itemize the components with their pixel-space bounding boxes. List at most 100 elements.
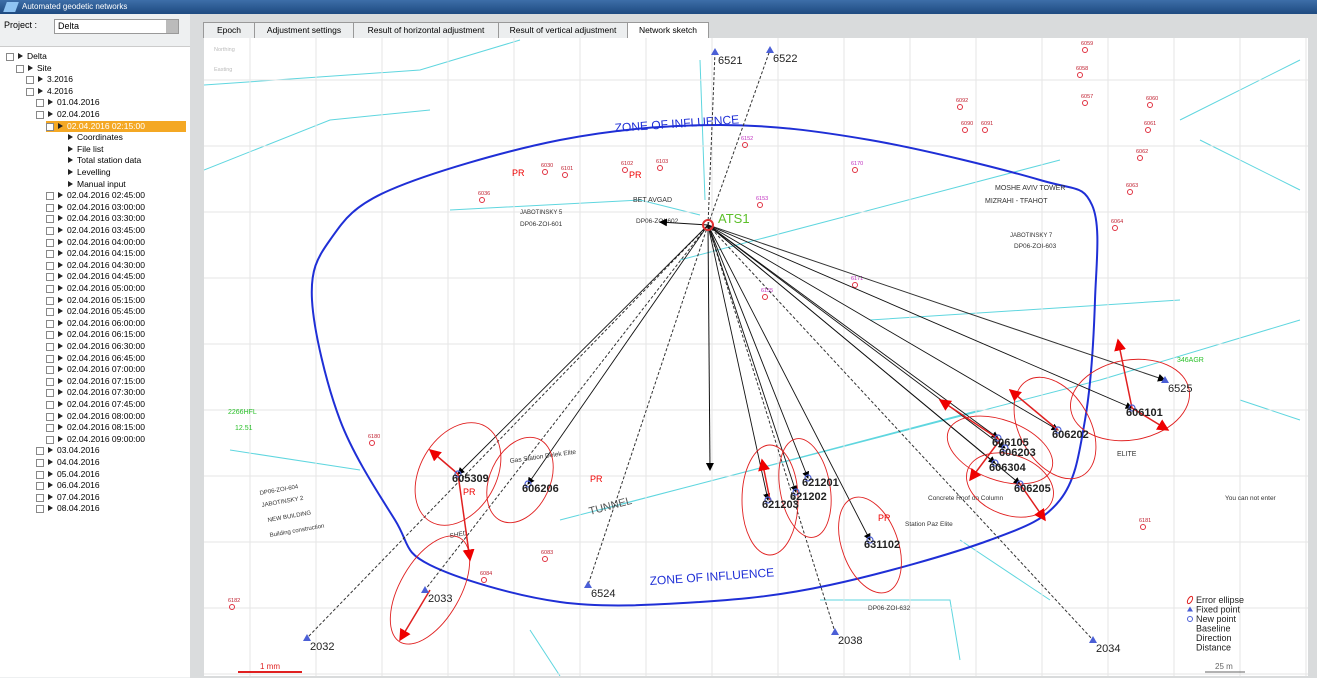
tree-node[interactable]: 04.04.2016 [48,457,100,467]
tree-item[interactable]: 02.04.2016 09:00:00 [46,434,133,445]
tree-node[interactable]: 02.04.2016 04:15:00 [58,248,145,258]
tree-toggle[interactable] [6,53,14,61]
tree-label[interactable]: 02.04.2016 [57,109,100,119]
tree-node[interactable]: 03.04.2016 [48,445,100,455]
tab[interactable]: Epoch [203,22,255,38]
tree-toggle[interactable] [46,215,54,223]
tree-label[interactable]: 02.04.2016 06:15:00 [67,329,145,339]
tree-node[interactable]: Manual input [68,179,126,189]
tree-toggle[interactable] [46,389,54,397]
tree-item[interactable]: 02.04.2016 06:30:00 [46,341,133,352]
tree-item[interactable]: 02.04.2016 07:30:00 [46,387,133,398]
tree-item[interactable]: 02.04.2016 05:15:00 [46,295,133,306]
tree-label[interactable]: 02.04.2016 06:00:00 [67,318,145,328]
tree-label[interactable]: Manual input [77,179,126,189]
tree-item[interactable]: 02.04.2016 07:15:00 [46,376,133,387]
tree-item[interactable]: 3.2016 [26,74,61,85]
tree-label[interactable]: Coordinates [77,132,123,142]
tree-item[interactable]: 02.04.2016 04:45:00 [46,271,133,282]
tree-label[interactable]: 02.04.2016 04:00:00 [67,237,145,247]
tree-toggle[interactable] [46,366,54,374]
tree-toggle[interactable] [36,482,44,490]
tree-node[interactable]: 06.04.2016 [48,480,100,490]
tree-label[interactable]: 02.04.2016 04:30:00 [67,260,145,270]
tree-item[interactable]: 02.04.2016 07:00:00 [46,364,133,375]
tree-toggle[interactable] [46,424,54,432]
tree-item[interactable]: 02.04.2016 02:15:00 [46,121,186,132]
tree-label[interactable]: 02.04.2016 08:15:00 [67,422,145,432]
tree-label[interactable]: Site [37,63,52,73]
tree-item[interactable]: Manual input [56,179,114,190]
tree-node[interactable]: 02.04.2016 06:30:00 [58,341,145,351]
tree-label[interactable]: Delta [27,51,47,61]
tab[interactable]: Adjustment settings [254,22,354,38]
tree-item[interactable]: Site [16,63,40,74]
tree-label[interactable]: 02.04.2016 05:15:00 [67,295,145,305]
tree-item[interactable]: 02.04.2016 03:45:00 [46,225,133,236]
tree-item[interactable]: 02.04.2016 08:00:00 [46,411,133,422]
tree-item[interactable]: 03.04.2016 [36,445,88,456]
tab[interactable]: Result of horizontal adjustment [353,22,499,38]
tree-toggle[interactable] [36,505,44,513]
tree-label[interactable]: 02.04.2016 05:00:00 [67,283,145,293]
tree-label[interactable]: 02.04.2016 07:00:00 [67,364,145,374]
tree-item[interactable]: File list [56,144,91,155]
tree-node[interactable]: 02.04.2016 08:00:00 [58,411,145,421]
tree-toggle[interactable] [46,378,54,386]
tree-label[interactable]: 02.04.2016 05:45:00 [67,306,145,316]
tree-node[interactable]: 4.2016 [38,86,73,96]
tree-toggle[interactable] [46,320,54,328]
tree-item[interactable]: 02.04.2016 03:30:00 [46,213,133,224]
tree-item[interactable]: 02.04.2016 04:30:00 [46,260,133,271]
tree-node[interactable]: Levelling [68,167,111,177]
tree-toggle[interactable] [36,494,44,502]
tree-item[interactable]: 02.04.2016 06:00:00 [46,318,133,329]
tree-item[interactable]: 02.04.2016 03:00:00 [46,202,133,213]
tree-label[interactable]: 4.2016 [47,86,73,96]
tree-node[interactable]: 02.04.2016 04:30:00 [58,260,145,270]
tree-node[interactable]: 02.04.2016 08:15:00 [58,422,145,432]
tree-item[interactable]: Total station data [56,155,129,166]
tree-node[interactable]: 02.04.2016 03:45:00 [58,225,145,235]
tree-item[interactable]: 02.04.2016 06:15:00 [46,329,133,340]
tree-toggle[interactable] [46,436,54,444]
tree-node[interactable]: Site [28,63,52,73]
tree-node[interactable]: 3.2016 [38,74,73,84]
tree-node[interactable]: 02.04.2016 09:00:00 [58,434,145,444]
tree-node[interactable]: 08.04.2016 [48,503,100,513]
tree-item[interactable]: 06.04.2016 [36,480,88,491]
tree-toggle[interactable] [36,111,44,119]
tree-item[interactable]: 02.04.2016 07:45:00 [46,399,133,410]
tree-label[interactable]: 02.04.2016 02:45:00 [67,190,145,200]
tree-label[interactable]: 04.04.2016 [57,457,100,467]
tree-item[interactable]: 02.04.2016 [36,109,88,120]
project-select[interactable]: Delta [54,19,179,34]
tree-toggle[interactable] [36,99,44,107]
tree-label[interactable]: 02.04.2016 07:45:00 [67,399,145,409]
tree-node[interactable]: 02.04.2016 07:00:00 [58,364,145,374]
tab[interactable]: Result of vertical adjustment [498,22,628,38]
tree-label[interactable]: 3.2016 [47,74,73,84]
tree-toggle[interactable] [46,239,54,247]
tree-node[interactable]: 02.04.2016 07:15:00 [58,376,145,386]
tree-item[interactable]: 05.04.2016 [36,469,88,480]
tree-label[interactable]: 02.04.2016 03:45:00 [67,225,145,235]
tree-node[interactable]: 02.04.2016 06:00:00 [58,318,145,328]
tree-label[interactable]: 01.04.2016 [57,97,100,107]
tree-toggle[interactable] [36,447,44,455]
tree-item[interactable]: 04.04.2016 [36,457,88,468]
tree-label[interactable]: 02.04.2016 04:45:00 [67,271,145,281]
tree-item[interactable]: 02.04.2016 06:45:00 [46,353,133,364]
tree-label[interactable]: 06.04.2016 [57,480,100,490]
tree-label[interactable]: 02.04.2016 07:15:00 [67,376,145,386]
tree-node[interactable]: 02.04.2016 07:45:00 [58,399,145,409]
tree-toggle[interactable] [46,343,54,351]
tree-node[interactable]: 02.04.2016 07:30:00 [58,387,145,397]
tree-label[interactable]: 02.04.2016 04:15:00 [67,248,145,258]
tree-toggle[interactable] [46,401,54,409]
tree-label[interactable]: Total station data [77,155,141,165]
tree-toggle[interactable] [46,262,54,270]
tree-node[interactable]: 02.04.2016 02:15:00 [58,121,145,131]
tree-item[interactable]: 02.04.2016 04:15:00 [46,248,133,259]
tree-node[interactable]: 02.04.2016 03:00:00 [58,202,145,212]
